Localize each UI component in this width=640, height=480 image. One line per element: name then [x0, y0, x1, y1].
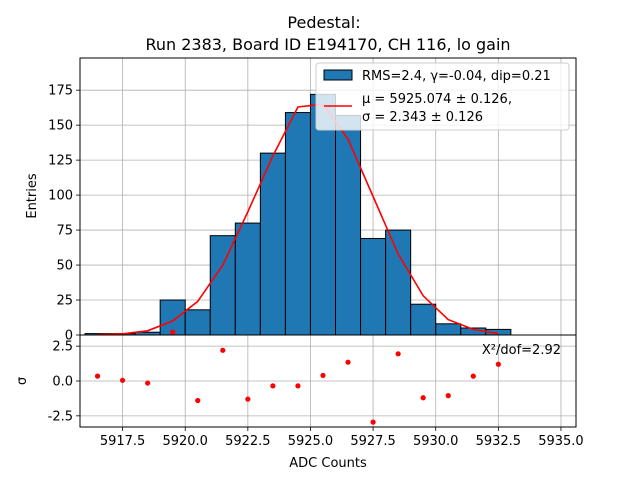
- residual-point: [170, 329, 176, 335]
- residual-point: [94, 373, 101, 379]
- x-tick-label: 5922.5: [225, 434, 271, 449]
- residuals-x-ticks: 5917.5 5920.0 5922.5 5925.0 5927.5 5930.0 5932…: [100, 427, 584, 449]
- histogram-bar: [410, 303, 437, 336]
- histogram-y-tick-label: 125: [48, 154, 73, 169]
- residual-point: [470, 373, 476, 379]
- residual-point: [395, 351, 401, 357]
- histogram-panel: 0 25 50 75 100 125 150 175 Entries RMS=2.4, γ=-…: [25, 57, 577, 344]
- histogram-bar: [360, 237, 387, 336]
- residuals-frame: [79, 334, 577, 428]
- histogram-y-tick-label: 75: [56, 224, 73, 239]
- histogram-bar: [309, 93, 337, 336]
- residual-point: [145, 380, 151, 386]
- histogram-bar: [234, 222, 261, 336]
- residual-point: [495, 361, 501, 367]
- x-tick-label: 5930.0: [413, 434, 459, 449]
- legend-fit-label-line2: σ = 2.343 ± 0.126: [362, 110, 483, 125]
- residual-point: [320, 372, 326, 379]
- chart-title-line1: Pedestal:: [287, 13, 360, 32]
- histogram-y-label: Entries: [25, 173, 40, 219]
- residual-points: [94, 329, 501, 425]
- residual-point: [270, 383, 276, 389]
- histogram-y-ticks: 0 25 50 75 100 125 150 175: [48, 84, 80, 344]
- histogram-y-tick-label: 150: [48, 119, 73, 134]
- residual-point: [220, 347, 226, 353]
- legend-box: [315, 62, 570, 131]
- histogram-y-tick-label: 100: [48, 189, 73, 204]
- residual-point: [445, 393, 451, 399]
- x-tick-label: 5917.5: [100, 434, 146, 449]
- x-tick-label: 5932.5: [476, 434, 522, 449]
- fit-curve: [97, 103, 499, 336]
- histogram-y-tick-label: 175: [48, 84, 73, 99]
- residuals-y-tick-label: -2.5: [48, 409, 73, 424]
- x-tick-label: 5925.0: [288, 434, 334, 449]
- histogram-bar: [335, 114, 362, 336]
- chi2-annotation: X²/dof=2.92: [482, 343, 561, 358]
- residuals-y-tick-label: 2.5: [52, 340, 73, 355]
- x-tick-label: 5935.0: [538, 434, 584, 449]
- x-tick-label: 5920.0: [162, 434, 208, 449]
- residual-point: [420, 395, 426, 401]
- histogram-bar: [284, 112, 311, 336]
- histogram-bar: [259, 152, 286, 336]
- residuals-y-tick-label: 0.0: [52, 375, 73, 390]
- residual-point: [119, 377, 126, 383]
- legend-fit-label-line1: μ = 5925.074 ± 0.126,: [362, 92, 512, 107]
- histogram-bar: [209, 235, 236, 336]
- residuals-panel: -2.5 0.0 2.5 5917.5 5920.0 5922.5 5925.0 5927.…: [15, 329, 584, 471]
- histogram-bar: [184, 309, 211, 336]
- legend: RMS=2.4, γ=-0.04, dip=0.21 μ = 5925.074 …: [315, 62, 570, 131]
- residual-point: [345, 359, 351, 365]
- histogram-y-tick-label: 25: [56, 294, 73, 309]
- residual-point: [370, 419, 376, 425]
- legend-histogram-label: RMS=2.4, γ=-0.04, dip=0.21: [362, 69, 551, 84]
- fit-curve-group: [97, 103, 499, 336]
- histogram-y-tick-label: 50: [56, 259, 73, 274]
- histogram-bar: [385, 229, 412, 336]
- residual-point: [195, 397, 201, 404]
- histogram-bar: [435, 323, 462, 336]
- histogram-y-tick-label: 0: [65, 329, 73, 344]
- residuals-y-label: σ: [15, 377, 30, 385]
- legend-histogram-swatch: [323, 69, 353, 81]
- residuals-y-ticks: -2.5 0.0 2.5: [48, 340, 80, 424]
- chart-title-line2: Run 2383, Board ID E194170, CH 116, lo g…: [145, 35, 510, 54]
- x-axis-label: ADC Counts: [289, 456, 367, 471]
- x-tick-label: 5927.5: [350, 434, 396, 449]
- residual-point: [245, 396, 251, 402]
- residual-point: [295, 383, 301, 389]
